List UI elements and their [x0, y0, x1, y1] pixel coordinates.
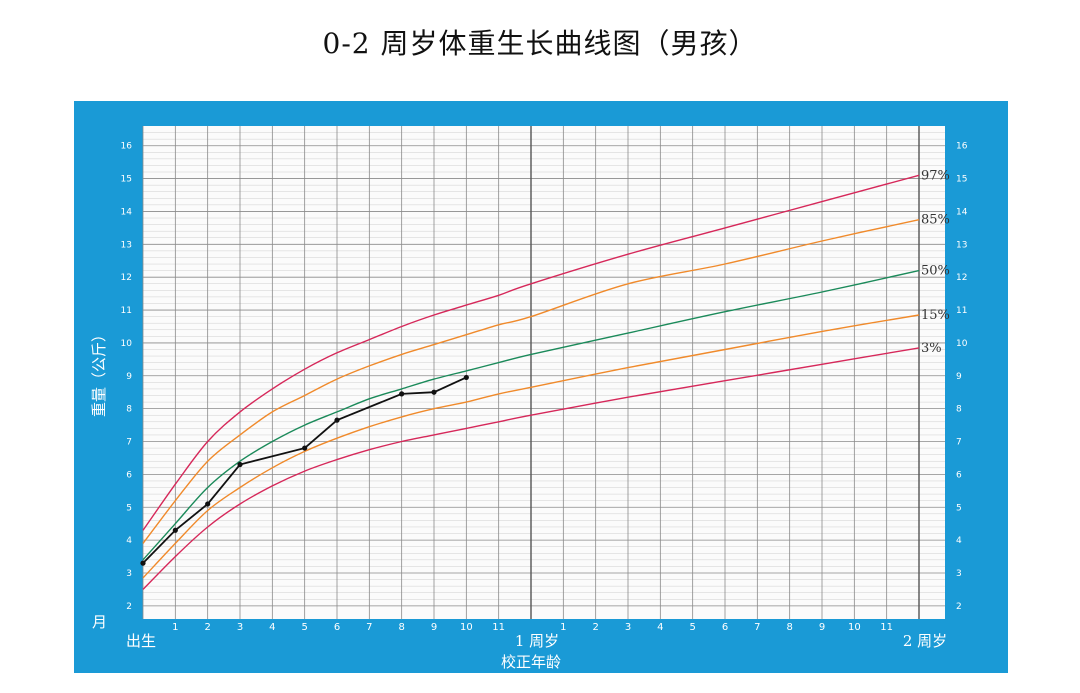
x-tick-label: 2 周岁 [903, 632, 947, 650]
y-tick-label: 3 [126, 569, 132, 579]
y-tick-label: 11 [121, 306, 132, 316]
y-tick-label: 4 [126, 536, 132, 546]
y-tick-label: 5 [126, 503, 132, 513]
y-tick-label: 8 [956, 405, 962, 415]
grid-lines [142, 126, 945, 619]
x-tick-label: 10 [848, 622, 861, 633]
y-tick-label: 10 [956, 339, 968, 349]
x-tick-label: 1 [560, 622, 566, 633]
percentile-labels: 97% 85% 50% 15% 3% [921, 168, 950, 356]
percentile-label: 85% [921, 213, 950, 228]
percentile-curve-15 [142, 314, 920, 579]
child-weight-point [172, 527, 178, 533]
right-grid-extension [919, 126, 945, 619]
y-tick-label: 9 [126, 372, 132, 382]
x-tick-label: 8 [786, 622, 792, 633]
y-tick-label: 2 [126, 602, 132, 612]
y-tick-label: 6 [126, 470, 132, 480]
percentile-curve-85 [142, 219, 920, 544]
x-tick-label: 5 [689, 622, 695, 633]
x-unit-label: 月 [92, 613, 107, 631]
x-tick-label: 2 [592, 622, 598, 633]
x-tick-label: 8 [398, 622, 404, 633]
x-tick-label: 4 [657, 622, 663, 633]
x-tick-label: 1 周岁 [515, 632, 559, 650]
x-tick-label: 6 [334, 622, 340, 633]
y-tick-label: 9 [956, 372, 962, 382]
child-weight-point [205, 501, 211, 507]
y-tick-label: 16 [121, 142, 133, 152]
y-tick-label: 3 [956, 569, 962, 579]
percentile-label: 50% [921, 264, 950, 279]
y-tick-labels-left: 2 3 4 5 6 7 8 9 10 11 12 13 14 15 16 [121, 142, 133, 612]
x-axis-label: 校正年龄 [501, 653, 561, 671]
y-tick-label: 7 [956, 438, 962, 448]
x-tick-label: 7 [366, 622, 372, 633]
percentile-curves [140, 174, 920, 590]
percentile-label: 3% [921, 341, 942, 356]
x-tick-label: 3 [625, 622, 631, 633]
child-weight-point [463, 374, 469, 381]
child-weight-point [334, 417, 340, 423]
y-tick-labels-right: 2 3 4 5 6 7 8 9 10 11 12 13 14 15 16 [956, 142, 968, 612]
y-tick-label: 5 [956, 503, 962, 513]
y-tick-label: 2 [956, 602, 962, 612]
x-tick-labels: 出生1 2 3 4 5 6 7 8 9 10 111 周岁1 2 3 4 5 6 7 8 9 10 112 周岁 [126, 622, 947, 650]
y-tick-label: 11 [956, 306, 967, 316]
x-tick-label: 7 [754, 622, 760, 633]
y-tick-label: 13 [956, 240, 967, 250]
child-weight-point [399, 391, 405, 397]
x-tick-label: 1 [172, 622, 178, 633]
y-tick-label: 10 [121, 339, 133, 349]
child-weight-point [302, 445, 308, 451]
y-tick-label: 4 [956, 536, 962, 546]
y-axis-label: 重量（公斤） [90, 327, 108, 417]
child-weight-point [237, 461, 243, 468]
x-tick-label: 10 [460, 622, 473, 633]
y-tick-label: 15 [121, 175, 132, 185]
x-tick-label: 3 [237, 622, 243, 633]
y-tick-label: 16 [956, 142, 968, 152]
y-tick-label: 15 [956, 175, 967, 185]
y-tick-label: 12 [121, 273, 132, 283]
x-tick-label: 6 [722, 622, 728, 633]
x-tick-label: 2 [204, 622, 210, 633]
percentile-curve-3 [142, 347, 920, 590]
y-tick-label: 6 [956, 470, 962, 480]
y-tick-label: 7 [126, 438, 132, 448]
x-tick-label: 9 [431, 622, 437, 633]
y-tick-label: 14 [121, 207, 133, 217]
y-tick-label: 8 [126, 405, 132, 415]
child-weight-point [431, 389, 437, 395]
x-tick-label: 9 [819, 622, 825, 633]
x-tick-label: 4 [269, 622, 275, 633]
x-tick-label: 11 [492, 622, 505, 633]
x-tick-label: 5 [301, 622, 307, 633]
percentile-label: 15% [921, 308, 950, 323]
percentile-curve-97 [142, 174, 920, 531]
child-weight-point [140, 560, 146, 566]
y-tick-label: 14 [956, 207, 968, 217]
x-tick-label: 出生 [126, 632, 156, 650]
percentile-label: 97% [921, 168, 950, 183]
page-title: 0-2 周岁体重生长曲线图（男孩） [322, 27, 758, 60]
x-tick-label: 11 [880, 622, 893, 633]
y-tick-label: 13 [121, 240, 132, 250]
percentile-curve-50 [142, 269, 920, 561]
y-tick-label: 12 [956, 273, 967, 283]
